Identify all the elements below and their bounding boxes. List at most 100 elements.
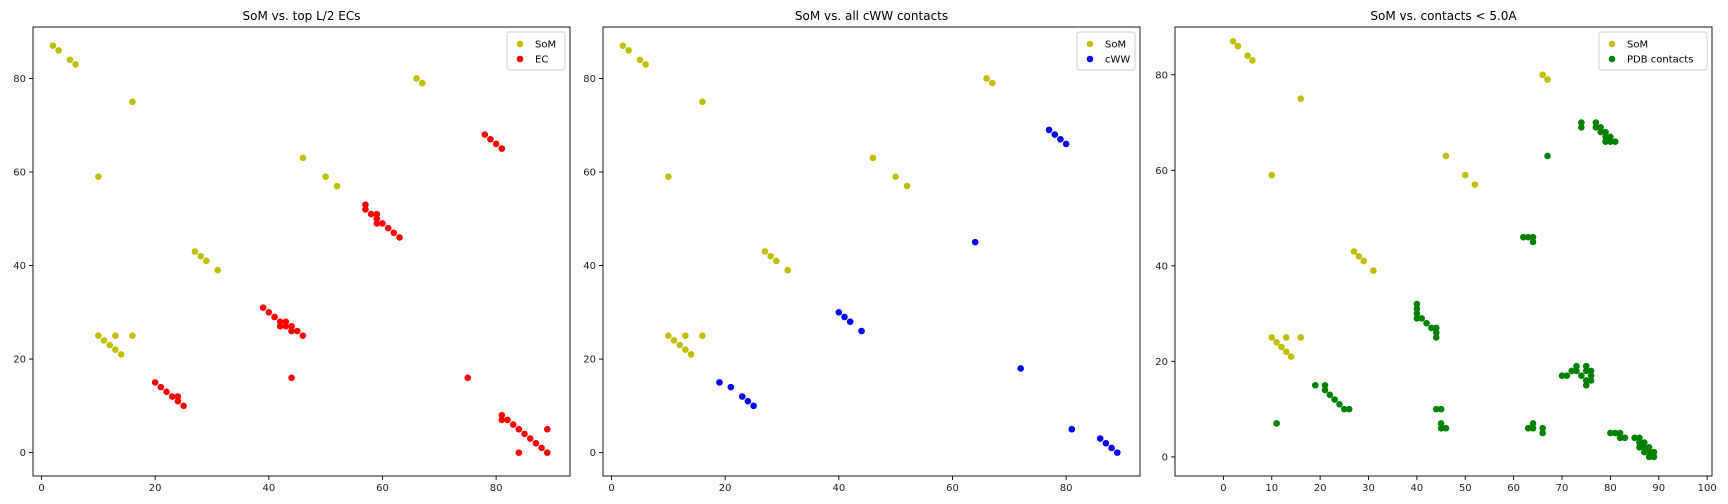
data-point: [174, 393, 182, 400]
series-ec: [151, 131, 551, 456]
data-point: [1413, 310, 1421, 317]
data-point: [1539, 71, 1546, 79]
data-point: [532, 439, 540, 447]
x-tick-label: 60: [376, 483, 389, 494]
chart-panel-3: SoM vs. contacts < 5.0A 0 10 20 30 40 50 60 70 80…: [1155, 9, 1716, 494]
data-point: [727, 383, 735, 391]
data-point: [49, 42, 57, 50]
data-point: [1563, 372, 1571, 379]
data-point: [1287, 353, 1295, 360]
data-point: [1636, 444, 1643, 451]
x-tick-label: 80: [1060, 483, 1073, 494]
data-point: [492, 140, 500, 148]
data-point: [1418, 315, 1426, 322]
legend-label: cWW: [1105, 55, 1130, 66]
data-point: [373, 220, 381, 227]
x-tick-label: 40: [262, 483, 275, 494]
data-point: [1645, 448, 1653, 456]
data-point: [1432, 334, 1440, 341]
data-point: [1636, 434, 1643, 442]
data-point: [288, 374, 295, 382]
data-point: [665, 173, 672, 180]
data-point: [1587, 367, 1595, 375]
data-point: [191, 248, 199, 255]
x-tick-label: 0: [38, 483, 44, 494]
data-point: [1645, 444, 1653, 451]
data-point: [1229, 38, 1237, 45]
data-point: [413, 75, 420, 82]
data-point: [276, 323, 284, 330]
y-tick-label: 80: [583, 74, 596, 85]
data-point: [1650, 453, 1658, 461]
data-point: [1607, 429, 1614, 437]
data-point: [1437, 405, 1445, 413]
x-tick-label: 80: [490, 483, 503, 494]
data-point: [1568, 367, 1576, 375]
series-som: [49, 42, 426, 358]
data-point: [1413, 305, 1421, 313]
data-point: [288, 327, 295, 335]
chart-title: SoM vs. contacts < 5.0A: [1370, 9, 1517, 23]
data-point: [1282, 348, 1290, 356]
data-point: [1640, 439, 1648, 446]
x-tick-label: 90: [1652, 483, 1665, 494]
data-point: [1578, 372, 1585, 379]
data-point: [259, 304, 267, 311]
legend-label: SoM: [1627, 40, 1648, 51]
data-point: [72, 61, 79, 68]
x-tick-label: 100: [1698, 483, 1717, 494]
y-tick-label: 40: [13, 261, 26, 272]
data-point: [180, 402, 187, 410]
legend: SoM PDB contacts: [1598, 31, 1708, 71]
data-point: [1057, 135, 1064, 143]
series-pdb-contacts: [1273, 119, 1658, 461]
data-point: [390, 229, 398, 237]
data-point: [1587, 377, 1595, 384]
y-tick-label: 0: [590, 448, 596, 459]
data-point: [1578, 119, 1585, 126]
data-point: [1607, 133, 1614, 141]
data-point: [1587, 372, 1595, 379]
data-point: [174, 397, 182, 405]
data-point: [869, 154, 877, 162]
data-point: [841, 313, 848, 321]
data-point: [197, 252, 204, 260]
data-point: [699, 332, 706, 339]
data-point: [1345, 405, 1353, 413]
data-point: [481, 131, 489, 138]
data-point: [1432, 324, 1440, 332]
data-point: [744, 397, 752, 405]
data-point: [203, 257, 210, 265]
data-point: [699, 98, 706, 106]
data-point: [1321, 386, 1329, 394]
data-point: [538, 444, 545, 452]
data-point: [892, 173, 899, 180]
data-point: [1616, 434, 1624, 442]
data-point: [288, 323, 295, 330]
data-point: [282, 323, 290, 330]
data-point: [636, 56, 644, 64]
data-point: [1360, 257, 1367, 265]
data-point: [1341, 405, 1348, 413]
data-point: [112, 346, 119, 354]
data-point: [625, 47, 632, 54]
data-point: [498, 416, 506, 424]
data-point: [1423, 319, 1430, 327]
data-point: [682, 332, 689, 339]
y-tick-label: 0: [1162, 452, 1168, 463]
legend-marker: [516, 55, 524, 63]
data-point: [367, 210, 375, 218]
legend-label: PDB contacts: [1627, 55, 1693, 66]
chart-title: SoM vs. top L/2 ECs: [243, 9, 361, 23]
data-point: [1544, 76, 1551, 83]
data-point: [1108, 444, 1115, 452]
data-point: [642, 61, 649, 68]
data-point: [1336, 401, 1343, 408]
data-point: [1432, 405, 1440, 413]
data-point: [521, 430, 528, 438]
data-point: [1331, 396, 1338, 403]
y-tick-label: 80: [13, 74, 26, 85]
series-som: [619, 42, 996, 358]
data-point: [1524, 424, 1532, 432]
legend-marker: [1086, 55, 1094, 63]
